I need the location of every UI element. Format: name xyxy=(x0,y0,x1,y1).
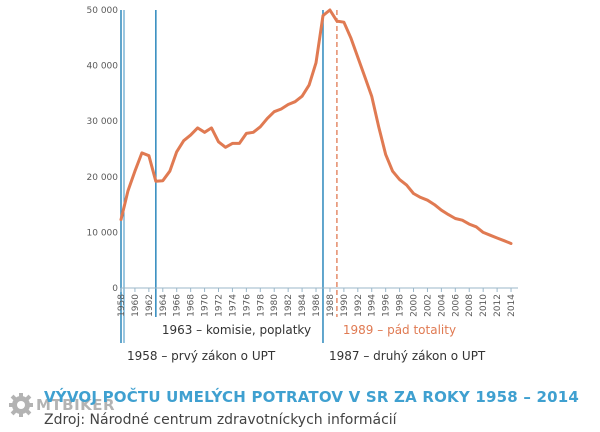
marker-label: 1963 – komisie, poplatky xyxy=(162,323,311,337)
y-tick-label: 20 000 xyxy=(87,173,119,183)
watermark: MTBIKER xyxy=(8,392,115,418)
x-tick-label: 2014 xyxy=(507,294,517,317)
y-tick-label: 10 000 xyxy=(87,228,119,238)
chart-source: Zdroj: Národné centrum zdravotníckych in… xyxy=(44,412,397,428)
x-tick-label: 1976 xyxy=(242,294,252,317)
x-tick-label: 1970 xyxy=(201,294,211,317)
x-tick-label: 1986 xyxy=(312,294,322,317)
x-tick-label: 2006 xyxy=(451,294,461,317)
gear-icon xyxy=(9,393,33,417)
x-tick-label: 1964 xyxy=(159,294,169,317)
annotations: 1958 – prvý zákon o UPT 1963 – komisie, p… xyxy=(127,323,486,363)
x-tick-label: 2002 xyxy=(423,294,433,317)
x-tick-label: 1968 xyxy=(187,294,197,317)
x-axis: 1958 1960 1962 1964 1966 1968 1970 1972 1974 1976… xyxy=(117,287,518,317)
watermark-text: MTBIKER xyxy=(36,396,116,414)
x-tick-label: 1966 xyxy=(173,294,183,317)
x-tick-label: 1992 xyxy=(354,294,364,317)
x-tick-label: 1990 xyxy=(340,294,350,317)
marker-label: 1987 – druhý zákon o UPT xyxy=(329,349,486,363)
x-tick-label: 1998 xyxy=(396,294,406,317)
x-tick-label: 1972 xyxy=(215,294,225,317)
x-tick-label: 1958 xyxy=(117,294,127,317)
x-tick-label: 2000 xyxy=(410,294,420,317)
y-tick-label: 30 000 xyxy=(87,117,119,127)
x-tick-label: 1978 xyxy=(256,294,266,317)
x-tick-label: 1996 xyxy=(382,294,392,317)
x-tick-label: 1980 xyxy=(270,294,280,317)
series xyxy=(119,8,513,245)
y-axis: 0 10 000 20 000 30 000 40 000 50 000 xyxy=(87,6,119,294)
marker-label: 1958 – prvý zákon o UPT xyxy=(127,349,276,363)
x-tick-label: 1962 xyxy=(145,294,155,317)
y-tick-label: 50 000 xyxy=(87,6,119,16)
x-tick-label: 2008 xyxy=(465,294,475,317)
y-tick-label: 0 xyxy=(112,284,118,294)
x-tick-label: 2010 xyxy=(479,294,489,317)
x-tick-label: 2004 xyxy=(437,294,447,317)
y-tick-label: 40 000 xyxy=(87,62,119,72)
x-tick-label: 1984 xyxy=(298,294,308,317)
x-tick-label: 1988 xyxy=(326,294,336,317)
chart-title: VÝVOJ POČTU UMELÝCH POTRATOV V SR ZA ROK… xyxy=(44,388,579,406)
x-tick-label: 1960 xyxy=(131,294,141,317)
marker-label: 1989 – pád totality xyxy=(343,323,456,337)
x-tick-label: 2012 xyxy=(493,294,503,317)
series-line xyxy=(119,8,513,245)
x-tick-label: 1994 xyxy=(368,294,378,317)
x-tick-label: 1982 xyxy=(284,294,294,317)
x-tick-label: 1974 xyxy=(228,294,238,317)
